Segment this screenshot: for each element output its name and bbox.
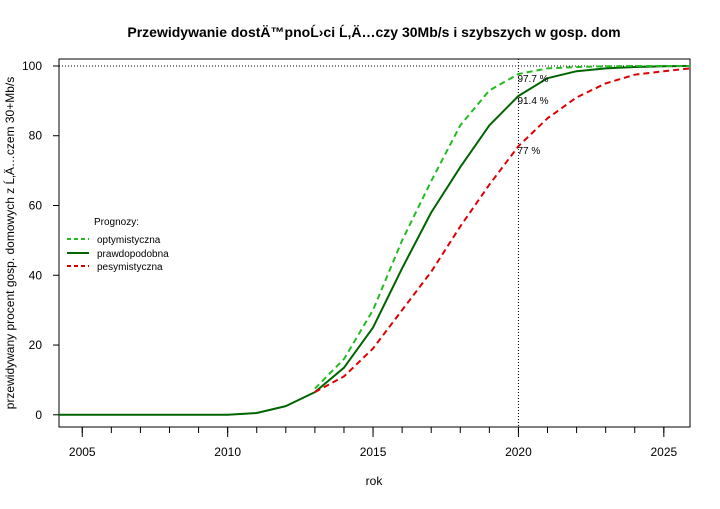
value-label: 97.7 % xyxy=(517,74,548,85)
series-line-pesymistyczna xyxy=(314,67,691,393)
y-axis: 0 20 40 60 80 100 xyxy=(22,59,59,422)
x-axis: 2005 2010 2015 2020 2025 xyxy=(69,427,677,459)
y-tick-label: 40 xyxy=(29,268,43,282)
reference-lines xyxy=(59,59,690,427)
value-label: 77 % xyxy=(517,146,540,157)
x-tick-label: 2015 xyxy=(360,445,387,459)
legend-title: Prognozy: xyxy=(94,217,139,228)
x-axis-label: rok xyxy=(366,474,384,488)
value-label: 91.4 % xyxy=(517,96,548,107)
legend-label-prawdopodobna: prawdopodobna xyxy=(97,249,169,260)
series-line-optymistyczna xyxy=(314,65,690,390)
y-tick-label: 80 xyxy=(29,129,43,143)
y-tick-label: 0 xyxy=(35,408,42,422)
x-tick-label: 2020 xyxy=(505,445,532,459)
value-annotations: 97.7 % 91.4 % 77 % xyxy=(517,74,548,157)
y-axis-label: przewidywany procent gosp. domowych z Ĺ‚… xyxy=(2,77,17,409)
series-line-prawdopodobna xyxy=(59,65,691,416)
y-tick-label: 20 xyxy=(29,338,43,352)
chart-title: Przewidywanie dostÄ™pnoĹ›ci Ĺ‚Ä…czy 30Mb… xyxy=(127,24,620,40)
legend: Prognozy: optymistyczna prawdopodobna pe… xyxy=(67,217,169,273)
legend-label-optymistyczna: optymistyczna xyxy=(97,235,161,246)
legend-label-pesymistyczna: pesymistyczna xyxy=(97,262,163,273)
x-tick-label: 2010 xyxy=(214,445,241,459)
x-tick-label: 2005 xyxy=(69,445,96,459)
y-tick-label: 60 xyxy=(29,199,43,213)
plot-frame xyxy=(58,58,691,428)
series-lines xyxy=(59,65,691,416)
x-tick-label: 2025 xyxy=(650,445,677,459)
y-tick-label: 100 xyxy=(22,59,42,73)
